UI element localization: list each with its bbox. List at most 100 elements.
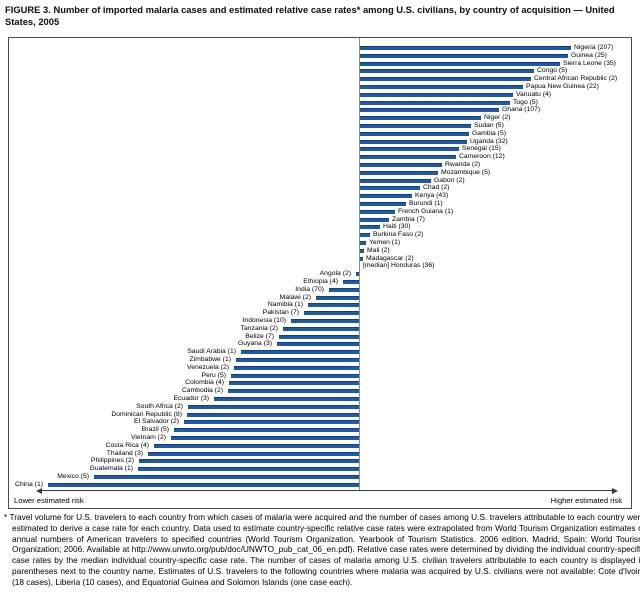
bar-dominican-republic (187, 412, 359, 417)
country-label-venezuela: Venezuela (2) (187, 363, 229, 371)
country-label-mali: Mali (2) (367, 246, 390, 254)
bar-india (329, 287, 359, 292)
country-label-el-salvador: El Salvador (2) (134, 418, 179, 426)
bar-kenya (360, 194, 412, 199)
country-label-peru: Peru (5) (201, 371, 226, 379)
country-label-madagascar: Madagascar (2) (366, 254, 414, 262)
bar-burundi (360, 202, 406, 206)
country-label-indonesia: Indonesia (10) (242, 317, 286, 324)
bar-indonesia (291, 319, 359, 323)
country-label-angola: Angola (2) (319, 270, 351, 278)
country-label-congo: Congo (5) (537, 67, 568, 75)
bar-ecuador (214, 397, 359, 401)
bar-gambia (360, 131, 469, 136)
country-label-rwanda: Rwanda (2) (445, 161, 481, 168)
figure-title: FIGURE 3. Number of imported malaria cas… (5, 4, 615, 28)
bar-uganda (360, 139, 467, 144)
bar-costa-rica (154, 443, 359, 448)
bar-zambia (360, 217, 389, 222)
bar-cambodia (228, 389, 359, 394)
bar-thailand (148, 451, 359, 456)
country-label-french-guiana: French Guiana (1) (398, 207, 454, 215)
country-label-kenya: Kenya (43) (415, 192, 449, 200)
axis-label-lower-risk: Lower estimated risk (14, 496, 84, 505)
bar-rwanda (360, 163, 442, 167)
country-label-uganda: Uganda (32) (470, 137, 508, 145)
bar-congo (360, 69, 534, 74)
median-axis-line (359, 38, 360, 490)
bar-malawi (316, 295, 359, 300)
country-label-pakistan: Pakistan (7) (262, 309, 299, 317)
country-label-belize: Belize (7) (245, 332, 274, 340)
arrowhead-right-icon (612, 487, 618, 494)
bar-south-africa (188, 404, 359, 409)
country-label-nigeria: Nigeria (207) (574, 44, 614, 51)
bar-cameroon (360, 155, 456, 160)
bar-french-guiana (360, 209, 395, 214)
bar-ghana (360, 108, 499, 113)
country-label-costa-rica: Costa Rica (4) (105, 441, 149, 449)
country-label-sierra-leone: Sierra Leone (35) (563, 59, 616, 67)
country-label-philippines: Philippines (2) (90, 457, 134, 465)
bar-belize (279, 334, 359, 339)
country-label-gambia: Gambia (5) (472, 129, 506, 137)
bar-mexico (94, 475, 359, 479)
country-label-brazil: Brazil (5) (141, 426, 169, 434)
country-label-ethiopia: Ethiopia (4) (303, 278, 338, 285)
country-label-malawi: Malawi (2) (279, 293, 311, 301)
bar-yemen (360, 241, 366, 245)
country-label-ecuador: Ecuador (3) (173, 395, 209, 402)
axis-label-higher-risk: Higher estimated risk (550, 496, 622, 505)
bar-madagascar (360, 256, 363, 261)
bar-guinea (360, 53, 568, 58)
bar-namibia (308, 303, 359, 308)
bar-pakistan (304, 311, 359, 316)
country-label-mexico: Mexico (5) (57, 473, 89, 480)
country-label-zambia: Zambia (7) (392, 215, 425, 223)
risk-axis-arrow (36, 487, 618, 494)
country-label-south-africa: South Africa (2) (136, 402, 183, 410)
bar-vanuatu (360, 92, 513, 97)
country-label-ghana: Ghana (107) (502, 106, 541, 114)
country-label-namibia: Namibia (1) (267, 301, 303, 309)
bar-togo (360, 100, 510, 105)
bar-papua-new-guinea (360, 85, 523, 89)
bar-zimbabwe (236, 358, 359, 362)
country-label-gabon: Gabon (2) (434, 176, 465, 184)
country-label-senegal: Senegal (15) (462, 145, 501, 153)
figure-footnote: * Travel volume for U.S. travelers to ea… (4, 512, 640, 587)
country-label-niger: Niger (2) (484, 114, 511, 122)
country-label-india: India (70) (295, 285, 324, 293)
country-label-zimbabwe: Zimbabwe (1) (189, 356, 231, 363)
country-label-vanuatu: Vanuatu (4) (516, 90, 552, 98)
bar-colombia (229, 381, 359, 386)
country-label-burkina-faso: Burkina Faso (2) (373, 231, 424, 239)
bar-el-salvador (184, 420, 359, 425)
country-label-china: China (1) (15, 480, 43, 488)
bar-nigeria (360, 46, 571, 50)
bar-senegal (360, 147, 459, 152)
bar-philippines (139, 459, 359, 464)
country-label-sudan: Sudan (5) (474, 122, 504, 129)
chart-plot: Lower estimated risk Higher estimated ri… (8, 37, 632, 509)
bar-burkina-faso (360, 233, 370, 238)
country-label-central-african-republic: Central African Republic (2) (534, 75, 618, 83)
bar-mali (360, 248, 364, 253)
country-label-togo: Togo (5) (513, 98, 538, 106)
country-label-guyana: Guyana (3) (237, 340, 272, 348)
bar-angola (356, 272, 359, 277)
bar-sierra-leone (360, 61, 560, 66)
country-label-honduras: [median] Honduras (36) (363, 262, 435, 270)
bar-saudi-arabia (241, 350, 359, 355)
country-label-mozambique: Mozambique (5) (441, 168, 491, 176)
country-label-tanzania: Tanzania (2) (240, 324, 278, 332)
country-label-papua-new-guinea: Papua New Guinea (22) (526, 83, 599, 90)
bar-haiti (360, 225, 380, 230)
bar-mozambique (360, 170, 438, 175)
country-label-yemen: Yemen (1) (369, 239, 401, 246)
bar-ethiopia (343, 280, 359, 284)
country-label-chad: Chad (2) (423, 184, 450, 192)
country-label-vietnam: Vietnam (2) (130, 434, 166, 441)
country-label-thailand: Thailand (3) (106, 449, 143, 457)
bar-central-african-republic (360, 77, 531, 82)
